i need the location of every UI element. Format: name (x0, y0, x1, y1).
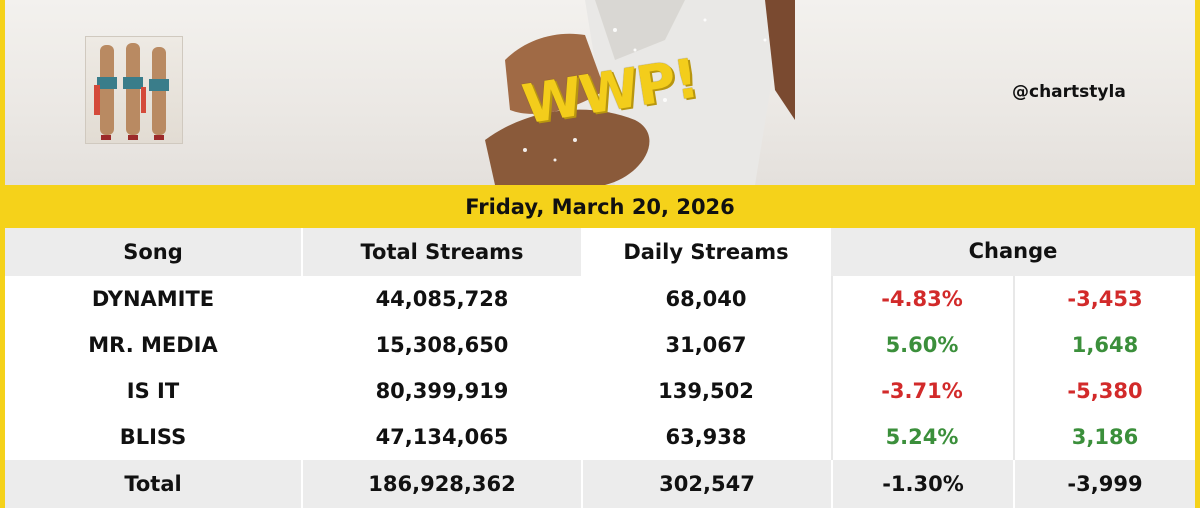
change-amount: 3,186 (1015, 414, 1195, 460)
change-percent: 5.24% (831, 414, 1013, 460)
streams-table: Song Total Streams Daily Streams Change … (5, 228, 1195, 508)
date-bar: Friday, March 20, 2026 (0, 185, 1200, 228)
report-date: Friday, March 20, 2026 (465, 194, 735, 219)
header-banner: WWP! @chartstyla (5, 0, 1195, 185)
total-streams-sum: 186,928,362 (303, 460, 581, 508)
song-name: IS IT (5, 368, 301, 414)
col-header-daily-streams: Daily Streams (581, 228, 831, 276)
table-total-row: Total 186,928,362 302,547 -1.30% -3,999 (5, 460, 1195, 508)
change-amount: -5,380 (1015, 368, 1195, 414)
total-streams: 44,085,728 (303, 276, 581, 322)
daily-streams: 139,502 (581, 368, 831, 414)
daily-streams: 68,040 (581, 276, 831, 322)
change-amount: -3,453 (1015, 276, 1195, 322)
total-change-amount: -3,999 (1015, 460, 1195, 508)
song-name: BLISS (5, 414, 301, 460)
col-header-change: Change (831, 228, 1195, 276)
album-cover-image (85, 36, 183, 144)
table-header-row: Song Total Streams Daily Streams Change (5, 228, 1195, 276)
table-row: MR. MEDIA 15,308,650 31,067 5.60% 1,648 (5, 322, 1195, 368)
daily-streams-sum: 302,547 (583, 460, 831, 508)
total-streams: 47,134,065 (303, 414, 581, 460)
col-header-total-streams: Total Streams (303, 228, 581, 276)
change-percent: -4.83% (831, 276, 1013, 322)
song-name: DYNAMITE (5, 276, 301, 322)
change-percent: -3.71% (831, 368, 1013, 414)
daily-change-divider (831, 276, 833, 460)
twitter-handle: @chartstyla (1012, 82, 1126, 102)
hero-image (465, 0, 795, 185)
table-row: DYNAMITE 44,085,728 68,040 -4.83% -3,453 (5, 276, 1195, 322)
change-divider (1013, 276, 1015, 460)
song-name: MR. MEDIA (5, 322, 301, 368)
change-amount: 1,648 (1015, 322, 1195, 368)
table-row: BLISS 47,134,065 63,938 5.24% 3,186 (5, 414, 1195, 460)
daily-streams: 63,938 (581, 414, 831, 460)
total-streams: 80,399,919 (303, 368, 581, 414)
total-change-percent: -1.30% (833, 460, 1013, 508)
total-label: Total (5, 460, 301, 508)
col-header-song: Song (5, 228, 301, 276)
total-streams: 15,308,650 (303, 322, 581, 368)
table-row: IS IT 80,399,919 139,502 -3.71% -5,380 (5, 368, 1195, 414)
daily-streams: 31,067 (581, 322, 831, 368)
change-percent: 5.60% (831, 322, 1013, 368)
